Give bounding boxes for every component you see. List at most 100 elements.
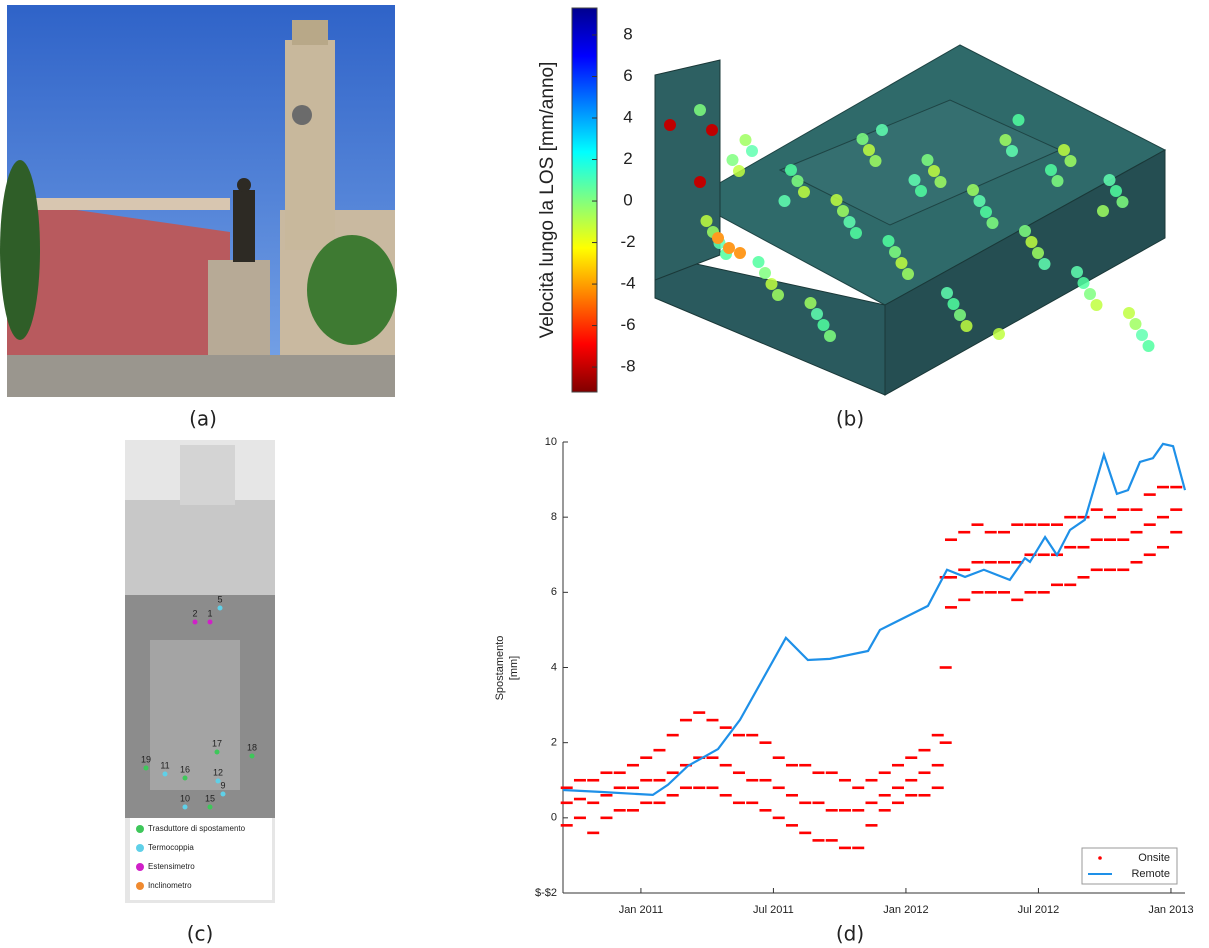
model-point bbox=[664, 119, 676, 131]
onsite-point bbox=[812, 802, 824, 805]
figure: Velocità lungo la LOS [mm/anno] 19111617… bbox=[0, 0, 1209, 948]
model-point bbox=[844, 216, 856, 228]
onsite-point bbox=[786, 794, 798, 797]
model-point bbox=[727, 154, 739, 166]
onsite-point bbox=[1104, 538, 1116, 541]
onsite-point bbox=[799, 832, 811, 835]
legend-label: Onsite bbox=[1138, 852, 1170, 864]
onsite-point bbox=[627, 809, 639, 812]
onsite-point bbox=[587, 779, 599, 782]
model-point bbox=[1019, 225, 1031, 237]
onsite-point bbox=[839, 847, 851, 850]
onsite-point bbox=[998, 531, 1010, 534]
onsite-point bbox=[574, 779, 586, 782]
onsite-point bbox=[985, 561, 997, 564]
y-tick-label: 6 bbox=[551, 586, 557, 598]
model-point bbox=[974, 195, 986, 207]
onsite-point bbox=[940, 741, 952, 744]
onsite-point bbox=[1131, 531, 1143, 534]
y-tick-label: 2 bbox=[551, 737, 557, 749]
model-point bbox=[759, 267, 771, 279]
onsite-point bbox=[799, 802, 811, 805]
onsite-point bbox=[945, 576, 957, 579]
sensor-dot bbox=[183, 805, 188, 810]
model-point bbox=[1026, 236, 1038, 248]
onsite-point bbox=[561, 786, 573, 789]
model-point bbox=[935, 176, 947, 188]
model-point bbox=[889, 246, 901, 258]
onsite-point bbox=[706, 756, 718, 759]
model-point bbox=[980, 206, 992, 218]
sensor-dot bbox=[218, 606, 223, 611]
model-point bbox=[909, 174, 921, 186]
sensor-label: 19 bbox=[141, 754, 151, 764]
model-point bbox=[850, 227, 862, 239]
onsite-point bbox=[945, 606, 957, 609]
onsite-point bbox=[759, 779, 771, 782]
panel-label: (d) bbox=[836, 922, 864, 946]
onsite-point bbox=[614, 771, 626, 774]
onsite-point bbox=[733, 734, 745, 737]
onsite-point bbox=[773, 756, 785, 759]
onsite-point bbox=[826, 839, 838, 842]
model-point bbox=[870, 155, 882, 167]
colorbar-tick-label: 8 bbox=[623, 24, 632, 43]
model-point bbox=[1143, 340, 1155, 352]
x-tick-label: Jul 2011 bbox=[753, 904, 794, 916]
onsite-point bbox=[839, 779, 851, 782]
onsite-point bbox=[852, 809, 864, 812]
sensor-dot bbox=[221, 792, 226, 797]
onsite-point bbox=[614, 809, 626, 812]
onsite-point bbox=[945, 538, 957, 541]
onsite-point bbox=[918, 749, 930, 752]
colorbar-tick-label: 4 bbox=[623, 107, 632, 126]
model-point bbox=[740, 134, 752, 146]
building-model bbox=[655, 45, 1165, 395]
onsite-point bbox=[1038, 523, 1050, 526]
model-point bbox=[1104, 174, 1116, 186]
model-point bbox=[948, 298, 960, 310]
model-point bbox=[712, 232, 724, 244]
onsite-point bbox=[627, 786, 639, 789]
model-point bbox=[694, 176, 706, 188]
y-tick-label: $-$2 bbox=[535, 887, 557, 899]
onsite-point bbox=[1011, 599, 1023, 602]
onsite-point bbox=[720, 764, 732, 767]
model-point bbox=[1130, 318, 1142, 330]
sensor-dot bbox=[193, 620, 198, 625]
onsite-point bbox=[786, 824, 798, 827]
model-point bbox=[902, 268, 914, 280]
onsite-point bbox=[852, 786, 864, 789]
legend-marker bbox=[136, 844, 144, 852]
onsite-point bbox=[1064, 584, 1076, 587]
onsite-point bbox=[627, 764, 639, 767]
onsite-point bbox=[720, 726, 732, 729]
model-point bbox=[1136, 329, 1148, 341]
onsite-point bbox=[985, 591, 997, 594]
model-point bbox=[1032, 247, 1044, 259]
model-point bbox=[954, 309, 966, 321]
onsite-point bbox=[1064, 546, 1076, 549]
onsite-point bbox=[693, 786, 705, 789]
onsite-point bbox=[918, 794, 930, 797]
model-point bbox=[706, 124, 718, 136]
onsite-point bbox=[1144, 493, 1156, 496]
onsite-point bbox=[574, 817, 586, 820]
model-point bbox=[967, 184, 979, 196]
legend-marker bbox=[136, 825, 144, 833]
onsite-point bbox=[1157, 546, 1169, 549]
onsite-point bbox=[786, 764, 798, 767]
model-point bbox=[857, 133, 869, 145]
model-point bbox=[837, 205, 849, 217]
model-point bbox=[863, 144, 875, 156]
legend-label: Inclinometro bbox=[148, 881, 192, 890]
onsite-point bbox=[826, 809, 838, 812]
sensor-label: 12 bbox=[213, 767, 223, 777]
onsite-point bbox=[653, 779, 665, 782]
onsite-point bbox=[865, 802, 877, 805]
onsite-point bbox=[1038, 591, 1050, 594]
onsite-point bbox=[839, 809, 851, 812]
panel-label: (a) bbox=[189, 407, 217, 431]
onsite-point bbox=[640, 779, 652, 782]
onsite-point bbox=[746, 734, 758, 737]
